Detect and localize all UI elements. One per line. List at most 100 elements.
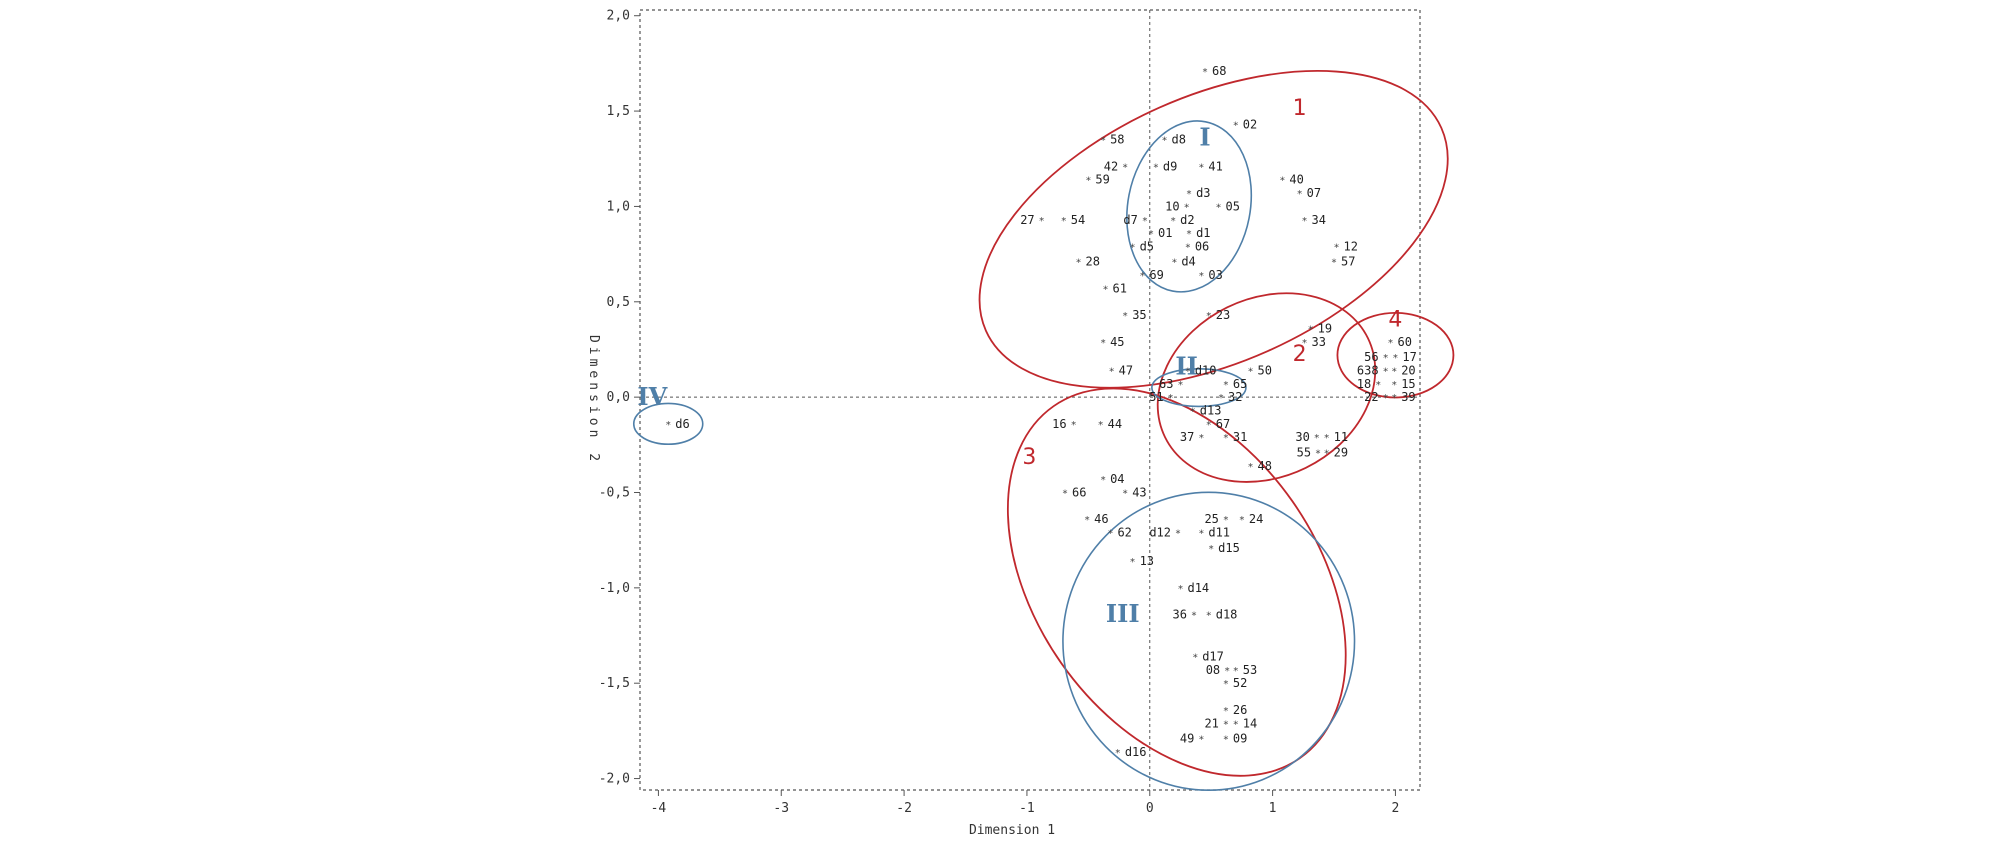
data-point-label: 04 bbox=[1110, 472, 1124, 486]
data-point-label: 42 bbox=[1104, 159, 1118, 173]
data-point-label: 39 bbox=[1401, 390, 1415, 404]
data-point-marker: * bbox=[1224, 666, 1230, 677]
data-point-marker: * bbox=[1098, 420, 1104, 431]
data-point-label: 27 bbox=[1020, 213, 1034, 227]
data-point-label: d12 bbox=[1149, 526, 1171, 540]
data-point-label: 33 bbox=[1312, 335, 1326, 349]
data-point-label: 03 bbox=[1208, 268, 1222, 282]
data-point-marker: * bbox=[1084, 515, 1090, 526]
y-tick-label: 0,5 bbox=[607, 295, 630, 310]
data-point-label: 30 bbox=[1295, 430, 1309, 444]
data-point-marker: * bbox=[1302, 338, 1308, 349]
data-point-label: d9 bbox=[1163, 159, 1177, 173]
y-tick-label: -2,0 bbox=[599, 772, 630, 787]
data-point-label: 40 bbox=[1289, 173, 1303, 187]
data-point-label: 66 bbox=[1072, 485, 1086, 499]
cluster-ellipse-iv bbox=[632, 402, 704, 446]
data-point-label: 57 bbox=[1341, 255, 1355, 269]
data-point-marker: * bbox=[1331, 258, 1337, 269]
data-point-label: 51 bbox=[1149, 390, 1163, 404]
data-point-label: 55 bbox=[1297, 445, 1311, 459]
data-point-label: d4 bbox=[1181, 255, 1195, 269]
data-point-marker: * bbox=[1375, 380, 1381, 391]
data-point-label: 23 bbox=[1216, 308, 1230, 322]
data-point-label: 60 bbox=[1398, 335, 1412, 349]
data-point-label: d3 bbox=[1196, 186, 1210, 200]
data-point-label: 15 bbox=[1401, 377, 1415, 391]
data-point-label: 44 bbox=[1108, 417, 1122, 431]
data-point-marker: * bbox=[1177, 584, 1183, 595]
data-point-label: 12 bbox=[1343, 239, 1357, 253]
data-point-label: 28 bbox=[1086, 255, 1100, 269]
data-point-marker: * bbox=[1247, 366, 1253, 377]
data-point-marker: * bbox=[1122, 162, 1128, 173]
data-point-marker: * bbox=[1191, 611, 1197, 622]
data-point-marker: * bbox=[1076, 258, 1082, 269]
data-point-label: 13 bbox=[1140, 554, 1154, 568]
data-point-marker: * bbox=[1198, 735, 1204, 746]
data-point-marker: * bbox=[1314, 433, 1320, 444]
data-point-label: 36 bbox=[1173, 608, 1187, 622]
data-point-marker: * bbox=[1315, 448, 1321, 459]
data-point-marker: * bbox=[1085, 176, 1091, 187]
data-point-label: 68 bbox=[1212, 64, 1226, 78]
y-tick-label: 2,0 bbox=[607, 9, 630, 24]
cluster-ellipse-2 bbox=[1156, 292, 1377, 483]
data-point-marker: * bbox=[1122, 311, 1128, 322]
data-point-label: 52 bbox=[1233, 676, 1247, 690]
y-tick-label: 0,0 bbox=[607, 390, 630, 405]
data-point-label: 638 bbox=[1357, 363, 1379, 377]
data-point-marker: * bbox=[1218, 393, 1224, 404]
data-point-label: 26 bbox=[1233, 703, 1247, 717]
data-point-label: d2 bbox=[1180, 213, 1194, 227]
data-point-marker: * bbox=[1206, 420, 1212, 431]
data-point-label: d8 bbox=[1172, 133, 1186, 147]
data-point-marker: * bbox=[1388, 338, 1394, 349]
data-point-marker: * bbox=[1233, 666, 1239, 677]
data-point-label: 14 bbox=[1243, 716, 1257, 730]
data-point-marker: * bbox=[1100, 338, 1106, 349]
cluster-label-2: 2 bbox=[1293, 342, 1307, 367]
data-point-marker: * bbox=[1202, 67, 1208, 78]
data-point-marker: * bbox=[1185, 242, 1191, 253]
data-point-marker: * bbox=[1383, 353, 1389, 364]
y-tick-label: -0,5 bbox=[599, 485, 630, 500]
y-axis-title: Dimension 2 bbox=[586, 335, 601, 465]
data-point-marker: * bbox=[1107, 529, 1113, 540]
data-point-label: 07 bbox=[1307, 186, 1321, 200]
data-point-marker: * bbox=[1186, 229, 1192, 240]
data-point-marker: * bbox=[1324, 433, 1330, 444]
cluster-label-iv: IV bbox=[637, 382, 667, 411]
x-tick-label: -2 bbox=[896, 801, 912, 816]
data-point-marker: * bbox=[1279, 176, 1285, 187]
cluster-label-i: I bbox=[1199, 122, 1210, 151]
data-points: * 68* 02* 58 * d8*42 * d9 * 41* 59 * 40* d3 * 07*10 * 05*… bbox=[665, 64, 1417, 759]
data-point-label: 18 bbox=[1357, 377, 1371, 391]
data-point-label: 20 bbox=[1401, 363, 1415, 377]
data-point-marker: * bbox=[1061, 216, 1067, 227]
data-point-marker: * bbox=[1391, 366, 1397, 377]
data-point-marker: * bbox=[1233, 120, 1239, 131]
data-point-label: 37 bbox=[1180, 430, 1194, 444]
data-point-marker: * bbox=[1223, 719, 1229, 730]
data-point-marker: * bbox=[1223, 433, 1229, 444]
data-point-marker: * bbox=[1139, 271, 1145, 282]
data-point-label: 22 bbox=[1364, 390, 1378, 404]
data-point-label: 46 bbox=[1094, 512, 1108, 526]
data-point-marker: * bbox=[1383, 393, 1389, 404]
data-point-label: 63 bbox=[1159, 377, 1173, 391]
data-point-marker: * bbox=[1130, 557, 1136, 568]
data-point-marker: * bbox=[1198, 162, 1204, 173]
data-point-label: 05 bbox=[1226, 199, 1240, 213]
x-tick-label: 0 bbox=[1146, 801, 1154, 816]
data-point-marker: * bbox=[1308, 324, 1314, 335]
data-point-label: 25 bbox=[1204, 512, 1218, 526]
cluster-label-4: 4 bbox=[1388, 308, 1402, 333]
data-point-marker: * bbox=[1115, 748, 1121, 759]
data-point-label: 47 bbox=[1119, 363, 1133, 377]
data-point-marker: * bbox=[1062, 488, 1068, 499]
data-point-label: 09 bbox=[1233, 732, 1247, 746]
cluster-ellipse-3 bbox=[1006, 387, 1347, 777]
data-point-marker: * bbox=[1223, 735, 1229, 746]
